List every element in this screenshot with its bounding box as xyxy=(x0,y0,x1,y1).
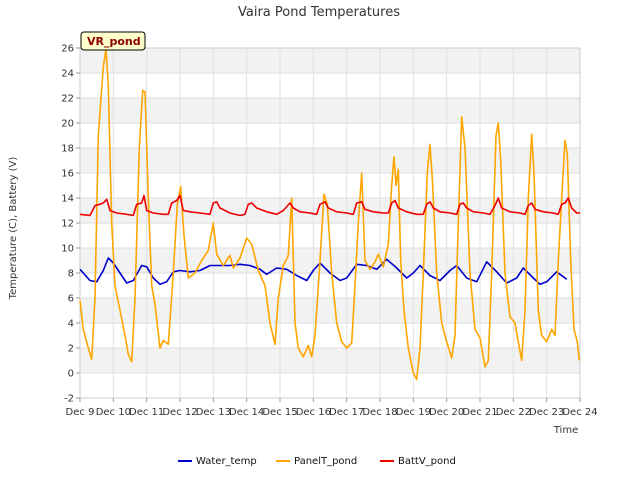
x-tick-label: Dec 17 xyxy=(329,407,364,418)
y-tick-label: 0 xyxy=(68,369,74,380)
background-band xyxy=(80,348,580,373)
station-label-background xyxy=(80,31,146,51)
y-tick-label: 12 xyxy=(61,219,74,230)
y-tick-label: -2 xyxy=(64,394,74,405)
x-tick-label: Dec 12 xyxy=(162,407,197,418)
background-band xyxy=(80,98,580,123)
x-tick-label: Dec 20 xyxy=(429,407,464,418)
station-label-box: VR_pond xyxy=(80,31,146,51)
x-tick-label: Dec 23 xyxy=(529,407,564,418)
station-label: VR_pond xyxy=(87,35,141,48)
y-tick-label: 8 xyxy=(68,269,74,280)
x-axis-label: Time xyxy=(553,425,578,436)
legend: Water_temp PanelT_pond BattV_pond xyxy=(178,456,456,467)
background-band xyxy=(80,123,580,148)
x-tick-label: Dec 13 xyxy=(196,407,231,418)
y-tick-label: 10 xyxy=(61,244,74,255)
series-line-water-temp xyxy=(79,257,568,286)
x-tick-label: Dec 16 xyxy=(296,407,331,418)
x-tick-label: Dec 22 xyxy=(496,407,531,418)
legend-label-battv-pond: BattV_pond xyxy=(398,456,456,467)
chart-title: Vaira Pond Temperatures xyxy=(238,5,400,20)
y-tick-label: 16 xyxy=(61,169,74,180)
background-band xyxy=(80,73,580,98)
x-tick-label: Dec 19 xyxy=(396,407,431,418)
legend-item-water-temp: Water_temp xyxy=(178,456,257,467)
legend-label-water-temp: Water_temp xyxy=(196,456,257,467)
legend-label-panelt-pond: PanelT_pond xyxy=(294,456,357,467)
legend-item-battv-pond: BattV_pond xyxy=(380,456,456,467)
background-band xyxy=(80,373,580,398)
y-tick-label: 2 xyxy=(68,344,74,355)
x-tick-label: Dec 9 xyxy=(66,407,95,418)
y-tick-label: 18 xyxy=(61,144,74,155)
y-tick-label: 24 xyxy=(61,69,74,80)
legend-item-panelt-pond: PanelT_pond xyxy=(276,456,357,467)
series-line-battv-pond xyxy=(79,194,580,217)
background-band xyxy=(80,48,580,73)
series-lines xyxy=(79,48,581,381)
x-tick-label: Dec 21 xyxy=(462,407,497,418)
y-tick-label: 20 xyxy=(61,119,74,130)
y-tick-label: 26 xyxy=(61,44,74,55)
y-axis-label: Temperature (C), Battery (V) xyxy=(8,157,19,301)
background-band xyxy=(80,273,580,298)
x-tick-label: Dec 15 xyxy=(262,407,297,418)
y-tick-label: 6 xyxy=(68,294,74,305)
x-tick-label: Dec 14 xyxy=(229,407,264,418)
y-tick-label: 14 xyxy=(61,194,74,205)
plot-background-bands xyxy=(80,48,580,398)
x-tick-label: Dec 24 xyxy=(562,407,597,418)
background-band xyxy=(80,173,580,198)
y-tick-label: 22 xyxy=(61,94,74,105)
y-tick-label: 4 xyxy=(68,319,74,330)
background-band xyxy=(80,298,580,323)
background-band xyxy=(80,148,580,173)
series-line-panelt-pond xyxy=(79,48,581,381)
x-tick-label: Dec 11 xyxy=(129,407,164,418)
background-band xyxy=(80,198,580,223)
x-tick-label: Dec 10 xyxy=(96,407,131,418)
background-band xyxy=(80,323,580,348)
x-tick-label: Dec 18 xyxy=(362,407,397,418)
